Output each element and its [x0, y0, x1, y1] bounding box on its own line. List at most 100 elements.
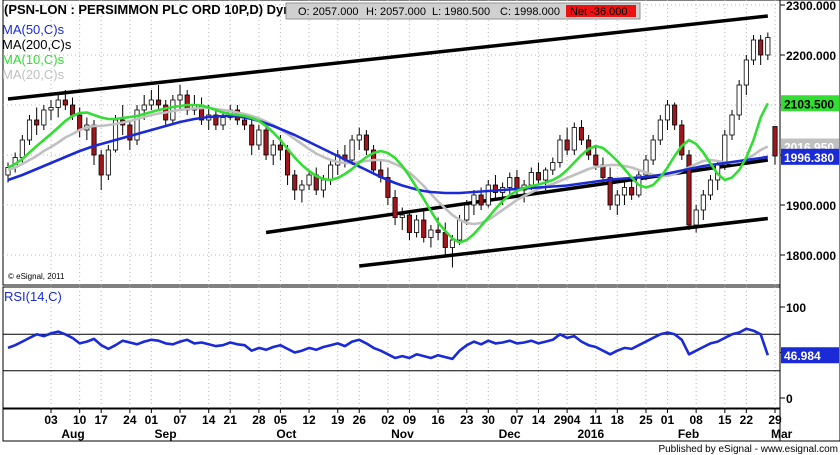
rsi-panel — [3, 327, 780, 372]
candle-up — [485, 184, 491, 206]
month-label: Nov — [391, 427, 414, 441]
chart-title: (PSN-LON : PERSIMMON PLC ORD 10P,D) Dyn — [4, 2, 291, 17]
candle-down — [442, 232, 448, 248]
candle-up — [349, 139, 355, 161]
candle-up — [643, 159, 649, 176]
candle-up — [743, 59, 749, 86]
date-tick-label: 11 — [589, 413, 602, 427]
candle-down — [91, 124, 97, 156]
date-tick-label: 29 — [768, 413, 782, 427]
candle-up — [507, 177, 513, 188]
candle-down — [277, 144, 283, 151]
price-label: 2103.500 — [784, 97, 834, 111]
candle-up — [700, 194, 706, 211]
date-tick-label: 10 — [73, 413, 87, 427]
price-tick-label: 1800.000 — [786, 249, 836, 263]
candle-up — [41, 109, 47, 126]
candle-down — [285, 149, 291, 176]
copyright-text: © eSignal, 2011 — [8, 272, 65, 281]
month-label: Feb — [678, 427, 699, 441]
date-tick-label: 30 — [482, 413, 496, 427]
candle-up — [299, 184, 305, 191]
candle-down — [564, 139, 570, 151]
candle-down — [758, 39, 764, 56]
candle-down — [607, 177, 613, 206]
price-axis-frame — [779, 0, 840, 442]
candle-down — [406, 214, 412, 233]
price-panel-frame — [2, 0, 781, 286]
candle-up — [256, 129, 262, 146]
date-tick-label: 25 — [639, 413, 653, 427]
ohlc-open-value: O: 2057.000 — [298, 6, 359, 18]
candle-down — [263, 129, 269, 156]
date-tick-label: 19 — [331, 413, 345, 427]
date-tick-label: 2904 — [554, 413, 581, 427]
candle-up — [457, 219, 463, 241]
candle-down — [127, 124, 133, 141]
date-tick-label: 01 — [145, 413, 159, 427]
trendline — [7, 14, 769, 101]
date-tick-label: 05 — [274, 413, 288, 427]
candle-up — [664, 104, 671, 121]
candle-up — [134, 109, 140, 141]
price-label-box — [781, 148, 839, 165]
candle-down — [672, 104, 678, 126]
date-tick-label: 23 — [460, 413, 474, 427]
date-tick-label: 16 — [431, 413, 445, 427]
legend-entry: MA(10,C)s — [2, 52, 65, 67]
candle-down — [77, 114, 83, 131]
candle-up — [557, 139, 563, 163]
candle-up — [356, 134, 362, 141]
date-tick-label: 14 — [202, 413, 216, 427]
candle-up — [5, 167, 11, 176]
rsi-panel-frame — [2, 286, 781, 409]
candle-down — [629, 187, 635, 196]
candle-down — [249, 124, 255, 146]
trendline-layer — [7, 14, 769, 268]
net-change-value: Net -36.000 — [570, 6, 627, 18]
candle-up — [428, 229, 434, 238]
candle-down — [385, 177, 391, 198]
candle-down — [34, 119, 40, 126]
candle-down — [155, 99, 162, 106]
candle-down — [242, 119, 248, 126]
trendline — [265, 158, 769, 235]
date-tick-label: 02 — [381, 413, 395, 427]
rsi-last-value: 46.984 — [784, 349, 821, 363]
month-label: Mar — [771, 427, 793, 441]
candle-up — [306, 174, 312, 186]
trendline — [359, 216, 769, 268]
candle-up — [177, 94, 183, 101]
date-tick-label: 24 — [123, 413, 137, 427]
candlestick-series — [5, 32, 778, 268]
price-tick-label: 2200.000 — [786, 49, 836, 63]
date-tick-label: 09 — [403, 413, 417, 427]
candle-up — [750, 39, 757, 61]
rsi-tick-label: 0 — [786, 392, 793, 406]
date-tick-label: 07 — [173, 413, 187, 427]
candle-up — [19, 139, 25, 158]
date-tick-label: 26 — [353, 413, 367, 427]
candle-down — [435, 229, 441, 233]
candle-down — [686, 154, 692, 226]
candle-up — [464, 204, 470, 221]
candle-up — [765, 37, 771, 56]
candle-down — [98, 154, 104, 176]
candle-up — [26, 119, 33, 141]
candle-down — [679, 124, 685, 156]
candle-down — [69, 104, 76, 116]
date-tick-label: 15 — [718, 413, 732, 427]
candle-up — [707, 179, 714, 196]
date-tick-label: 01 — [661, 413, 675, 427]
ohlc-close-value: C: 1998.000 — [500, 6, 560, 18]
candle-down — [772, 126, 778, 157]
candle-up — [571, 127, 577, 151]
candle-down — [578, 127, 585, 141]
candle-up — [328, 164, 334, 181]
ma20-line — [7, 106, 769, 226]
candle-up — [528, 172, 534, 186]
candle-up — [399, 214, 405, 218]
